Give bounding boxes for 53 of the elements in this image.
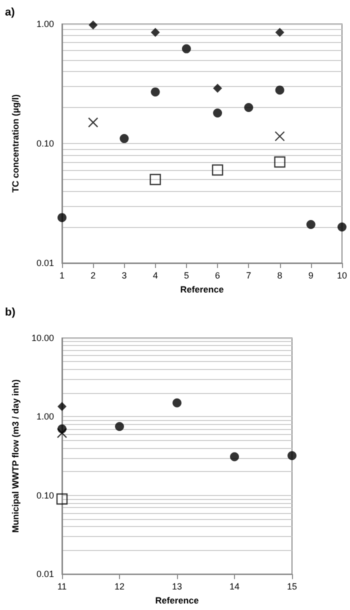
x-axis-title: Reference: [155, 596, 199, 606]
point: [150, 174, 161, 186]
x-tick-label: 15: [286, 582, 298, 592]
y-tick-label: 10.00: [31, 333, 54, 343]
x-tick-label: 11: [57, 582, 67, 592]
y-tick-label: 0.01: [36, 258, 54, 268]
point: [88, 117, 98, 128]
y-axis-title: Municipal WWTP flow (m3 / day inh): [10, 379, 20, 533]
x-axis-title: Reference: [180, 284, 224, 294]
y-axis-title: TC concentration (µg/l): [10, 94, 20, 193]
x-tick-label: 8: [277, 270, 282, 280]
x-tick-label: 9: [308, 270, 314, 280]
chart-title: b): [5, 306, 16, 318]
point: [120, 134, 129, 144]
chart-title: a): [5, 6, 16, 18]
y-tick-label: 0.10: [36, 490, 54, 500]
point: [56, 428, 68, 438]
y-tick-label: 1.00: [36, 19, 54, 29]
x-tick-label: 5: [184, 270, 189, 280]
point: [306, 220, 316, 229]
point: [275, 86, 284, 95]
point: [212, 164, 224, 176]
x-tick-label: 4: [152, 270, 158, 280]
point: [172, 398, 182, 408]
point: [115, 422, 124, 432]
point: [288, 451, 296, 460]
point: [274, 131, 285, 142]
x-tick-label: 10: [336, 270, 347, 280]
point: [58, 402, 66, 411]
point: [274, 156, 286, 168]
y-tick-label: 0.10: [36, 138, 54, 148]
point: [244, 103, 254, 112]
point: [150, 87, 160, 96]
x-tick-label: 12: [114, 582, 125, 592]
point: [213, 84, 222, 93]
y-tick-label: 0.01: [36, 569, 54, 580]
y-tick-label: 1.00: [36, 412, 54, 422]
point: [338, 222, 346, 232]
point: [182, 44, 191, 54]
x-tick-label: 3: [122, 270, 127, 280]
point: [275, 28, 284, 37]
point: [230, 452, 239, 462]
x-tick-label: 2: [90, 270, 96, 280]
x-tick-label: 7: [246, 270, 252, 280]
point: [58, 213, 66, 222]
point: [88, 20, 98, 30]
x-tick-label: 13: [172, 582, 182, 592]
x-tick-label: 1: [59, 270, 65, 280]
x-tick-label: 6: [215, 270, 220, 280]
point: [56, 493, 68, 505]
x-tick-label: 14: [229, 582, 240, 592]
point: [150, 28, 160, 37]
point: [213, 108, 222, 118]
